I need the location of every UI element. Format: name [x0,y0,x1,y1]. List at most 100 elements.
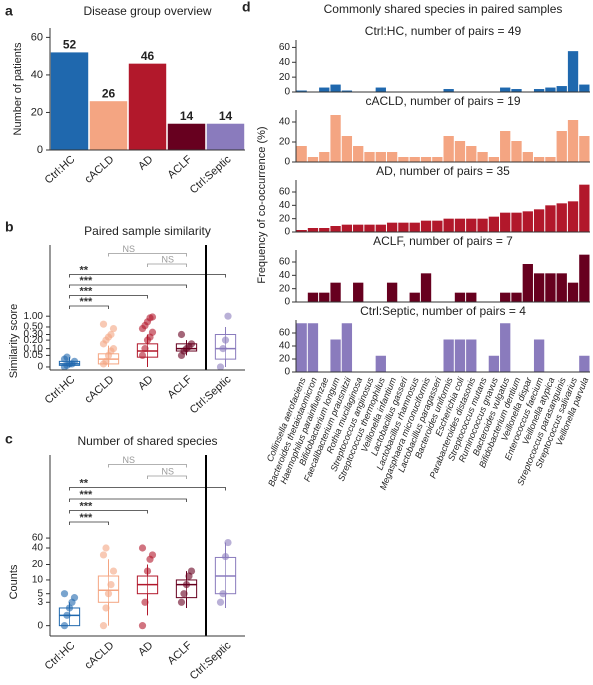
bar [579,84,590,92]
bar [420,157,432,162]
bar [533,89,545,92]
point [221,552,230,561]
significance-label: NS [162,254,175,264]
point [177,330,186,339]
bar [533,339,545,372]
bar [477,152,488,162]
significance-bracket [147,263,187,267]
bar [128,63,167,150]
y-tick-label: 0 [284,87,290,98]
significance-bracket [69,487,226,491]
bar-value-label: 26 [102,86,116,100]
y-tick-label: 60 [279,328,291,339]
y-tick-label: 0.30 [24,329,44,340]
y-tick-label: 0.05 [24,350,44,361]
point [99,551,108,559]
chart-title: Number of shared species [77,434,217,448]
x-tick-label: ACLF [166,639,195,667]
bar [375,355,386,372]
bar [307,157,319,162]
panel-letter: a [5,3,13,19]
y-tick-label: 1.00 [24,311,44,322]
y-tick-label: 0 [37,144,43,156]
point [141,345,149,353]
bar [443,218,454,232]
bar [511,89,522,92]
significance-bracket [69,274,226,278]
bar [409,157,420,162]
point [138,622,147,630]
bar [330,339,341,372]
point [63,611,71,619]
bar [353,224,364,232]
subplot-title: Ctrl:Septic, number of pairs = 4 [360,304,526,318]
bar [511,292,522,302]
subplot-title: AD, number of pairs = 35 [376,164,510,178]
bar [375,224,386,232]
bar [522,152,533,162]
bar [364,224,375,232]
point [143,567,152,575]
significance-label: *** [80,500,94,512]
bar [330,282,341,302]
y-tick-label: 40 [32,543,44,554]
significance-bracket [69,498,187,502]
bar [432,220,443,232]
bar [341,90,353,92]
bar [319,87,330,92]
y-tick-label: 60 [279,42,291,53]
bar [319,228,330,232]
y-tick-label: 0 [284,297,290,308]
bar [386,222,398,232]
significance-label: *** [80,296,94,308]
y-tick-label: 60 [279,187,291,198]
bar [420,273,432,302]
point [107,581,115,589]
bar [579,355,590,372]
y-tick-label: 0 [284,227,290,238]
significance-label: *** [80,512,94,524]
bar [466,218,477,232]
bar [167,123,206,150]
bar [579,136,590,162]
y-tick-label: 0 [284,157,290,168]
y-tick-label: 60 [279,257,291,268]
y-tick-label: 0 [284,367,290,378]
point [148,551,157,559]
bar [477,218,488,232]
point [102,604,110,612]
bar [341,136,353,162]
bar [409,222,420,232]
point [141,598,149,606]
bar [307,228,319,232]
point [65,604,74,612]
point [99,320,108,328]
y-axis-label: Counts [8,564,20,599]
bar [353,282,364,302]
point [224,312,232,320]
point [138,351,147,360]
point [60,622,69,630]
bar [296,230,307,232]
point [109,345,118,353]
significance-bracket [69,305,109,309]
point [70,594,79,602]
y-axis-label: Frequency of co-occurrence (%) [256,126,268,283]
bar [375,152,386,162]
bar [579,254,590,302]
bar [89,101,128,150]
y-tick-label: 40 [31,69,43,81]
x-tick-label: ACLF [166,373,195,401]
bar [579,184,590,232]
y-tick-label: 0 [37,620,43,631]
bar [556,86,567,92]
x-tick-label: Ctrl:HC [43,153,78,186]
significance-bracket [69,295,148,299]
bar [545,273,556,302]
y-tick-label: 40 [279,341,291,352]
point [99,622,108,630]
x-tick-label: cACLD [83,153,117,185]
x-tick-label: AD [136,373,155,392]
bar [522,211,533,232]
